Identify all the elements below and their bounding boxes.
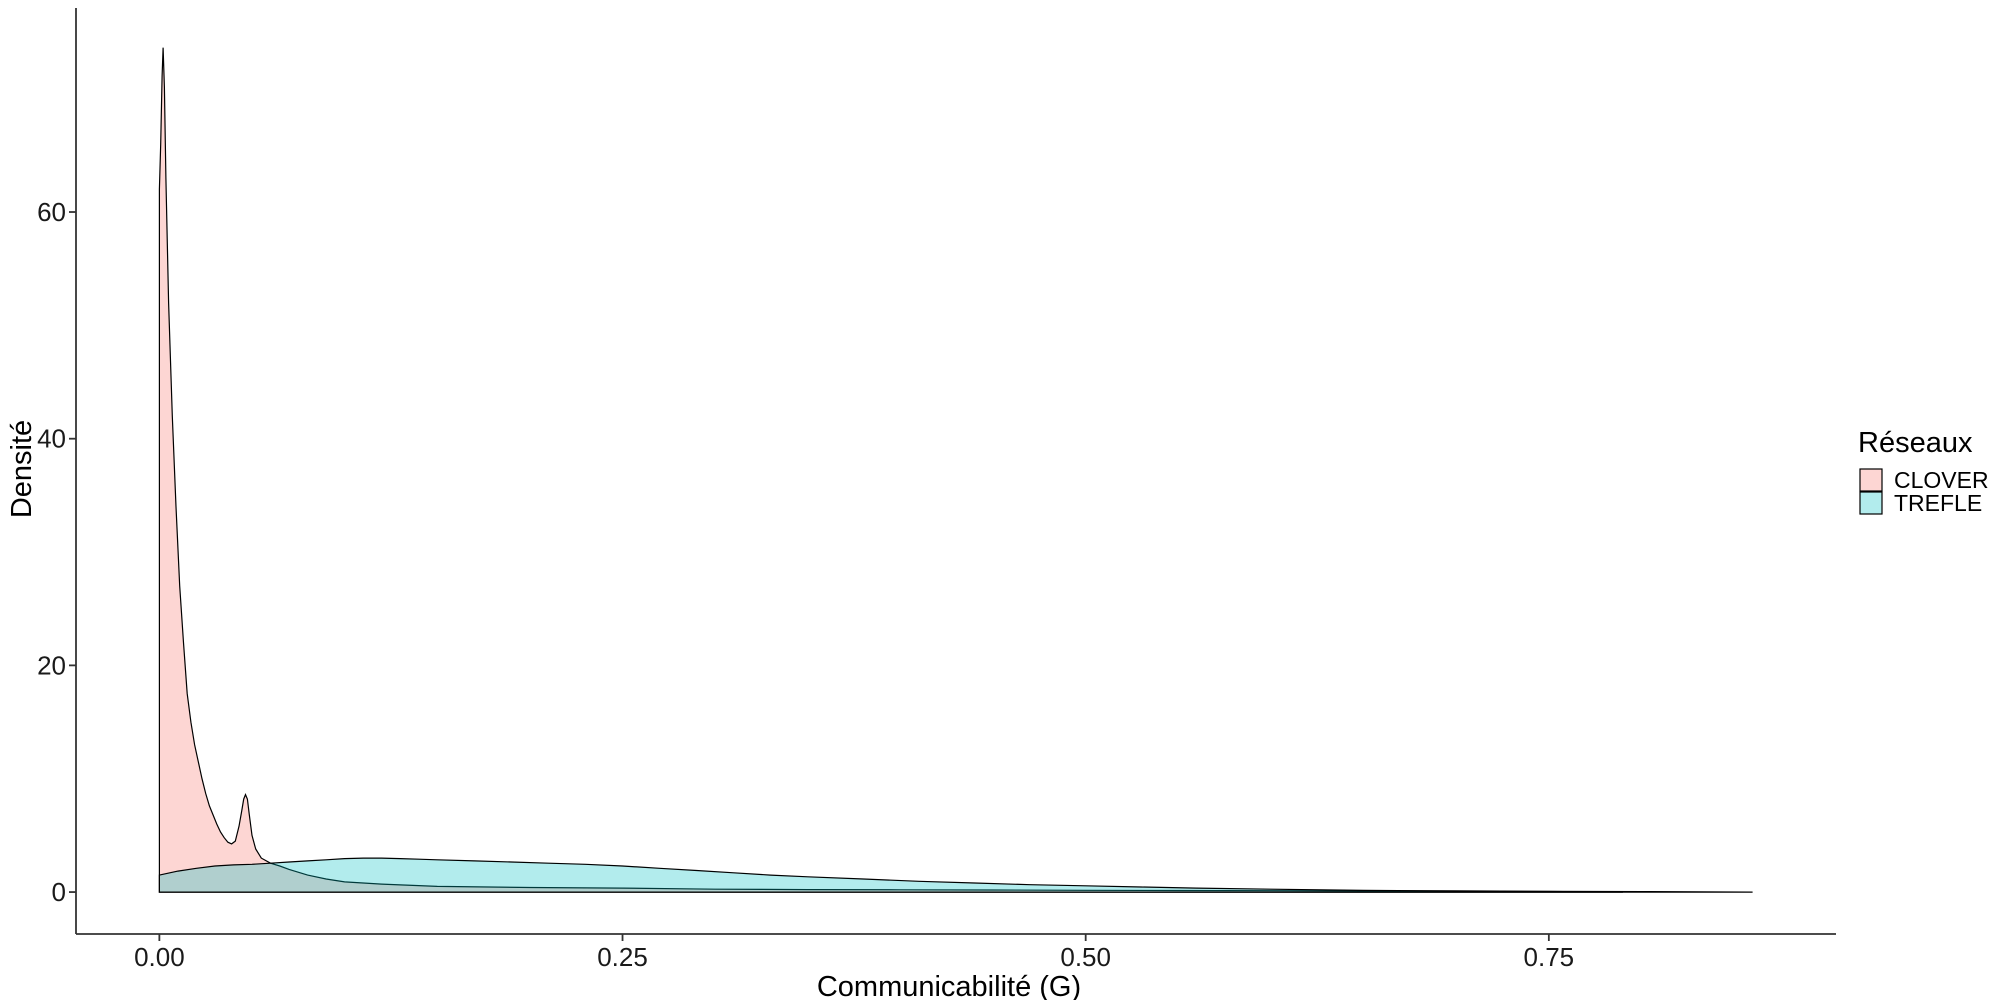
x-tick-label: 0.50 (1060, 942, 1111, 972)
legend-title: Réseaux (1858, 427, 1973, 459)
legend-key-trefle (1859, 491, 1883, 515)
y-tick-label: 60 (37, 197, 66, 227)
x-tick-label: 0.00 (134, 942, 185, 972)
y-tick-label: 20 (37, 650, 66, 680)
legend-label-trefle: TREFLE (1894, 490, 1982, 516)
y-tick-label: 0 (52, 877, 66, 907)
x-axis-ticks: 0.00 0.25 0.50 0.75 (134, 934, 1574, 972)
y-tick-label: 40 (37, 424, 66, 454)
plot-series (158, 47, 1753, 893)
density-area-trefle (158, 857, 1753, 893)
legend-label-clover: CLOVER (1894, 467, 1989, 493)
x-tick-label: 0.75 (1524, 942, 1575, 972)
legend-key-clover (1859, 468, 1883, 492)
y-axis-ticks: 0 20 40 60 (37, 197, 76, 907)
density-area-clover (158, 47, 1623, 893)
x-axis-title: Communicabilité (G) (817, 971, 1081, 1000)
x-tick-label: 0.25 (597, 942, 648, 972)
y-axis-title: Densité (6, 420, 38, 518)
